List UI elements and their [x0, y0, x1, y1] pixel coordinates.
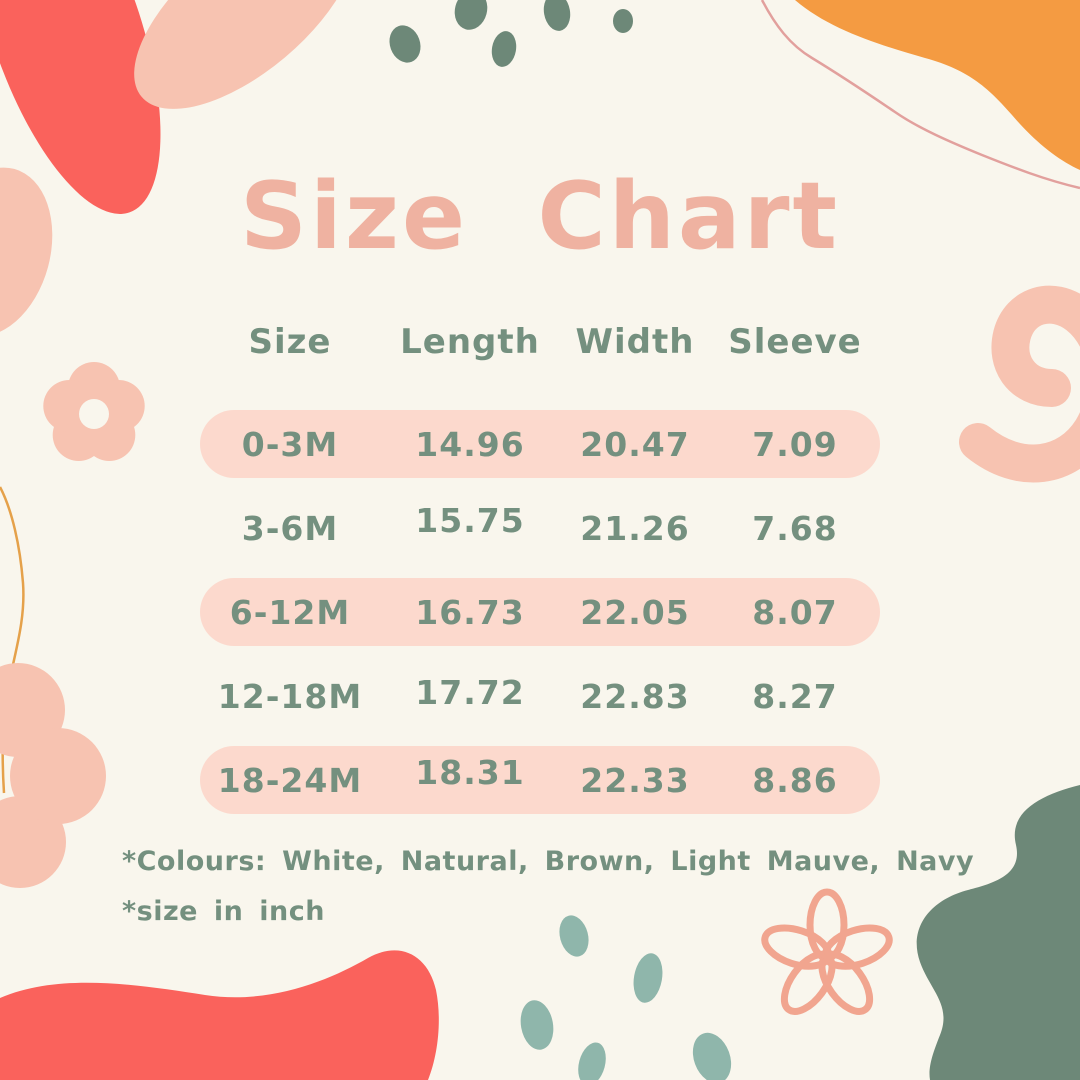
header-length: Length [400, 322, 540, 362]
table-row: 12-18M 17.72 22.83 8.27 [200, 662, 880, 730]
header-size: Size [248, 322, 332, 362]
sage-dots-top [389, 0, 633, 67]
cell-size: 0-3M [241, 424, 339, 464]
table-row: 0-3M 14.96 20.47 7.09 [200, 410, 880, 478]
cell-length: 15.75 [415, 500, 525, 540]
rose-wavy-line [760, 0, 1080, 190]
orange-corner-blob [795, 0, 1080, 170]
cell-width: 22.33 [580, 760, 690, 800]
cell-size: 18-24M [217, 760, 363, 800]
cell-width: 20.47 [580, 424, 690, 464]
cell-size: 6-12M [229, 592, 351, 632]
footnote-colours: *Colours: White, Natural, Brown, Light M… [122, 846, 975, 877]
teal-dots-bottom [520, 915, 732, 1080]
table-header-row: Size Length Width Sleeve [200, 322, 880, 362]
cell-length: 14.96 [415, 424, 525, 464]
footnote-units: *size in inch [122, 896, 325, 927]
pink-blob-left-edge [0, 167, 53, 337]
table-row: 6-12M 16.73 22.05 8.07 [200, 578, 880, 646]
flower-doodle-outline [761, 888, 893, 1015]
pink-heart-blob [0, 663, 106, 888]
pink-swirl [959, 285, 1080, 483]
cell-size: 3-6M [241, 508, 339, 548]
cell-sleeve: 8.27 [752, 676, 838, 716]
cell-width: 22.83 [580, 676, 690, 716]
cell-length: 17.72 [415, 672, 525, 712]
cell-sleeve: 8.07 [752, 592, 838, 632]
coral-capsule-blob [0, 0, 161, 214]
coral-blob-bottom [0, 950, 439, 1080]
cell-length: 16.73 [415, 592, 525, 632]
page-title: Size Chart [240, 162, 840, 270]
header-width: Width [575, 322, 695, 362]
cell-length: 18.31 [415, 752, 525, 792]
table-row: 18-24M 18.31 22.33 8.86 [200, 746, 880, 814]
cell-sleeve: 8.86 [752, 760, 838, 800]
size-table: 0-3M 14.96 20.47 7.09 3-6M 15.75 21.26 7… [200, 410, 880, 830]
footnotes: *Colours: White, Natural, Brown, Light M… [122, 846, 974, 927]
cell-width: 21.26 [580, 508, 690, 548]
cell-width: 22.05 [580, 592, 690, 632]
sage-blob-bottom-right [916, 785, 1080, 1080]
pink-flower [43, 362, 145, 461]
pink-capsule-blob-top [134, 0, 356, 109]
cell-sleeve: 7.09 [752, 424, 838, 464]
flower-center [79, 399, 109, 429]
cell-sleeve: 7.68 [752, 508, 838, 548]
table-row: 3-6M 15.75 21.26 7.68 [200, 494, 880, 562]
header-sleeve: Sleeve [728, 322, 862, 362]
cell-size: 12-18M [217, 676, 363, 716]
